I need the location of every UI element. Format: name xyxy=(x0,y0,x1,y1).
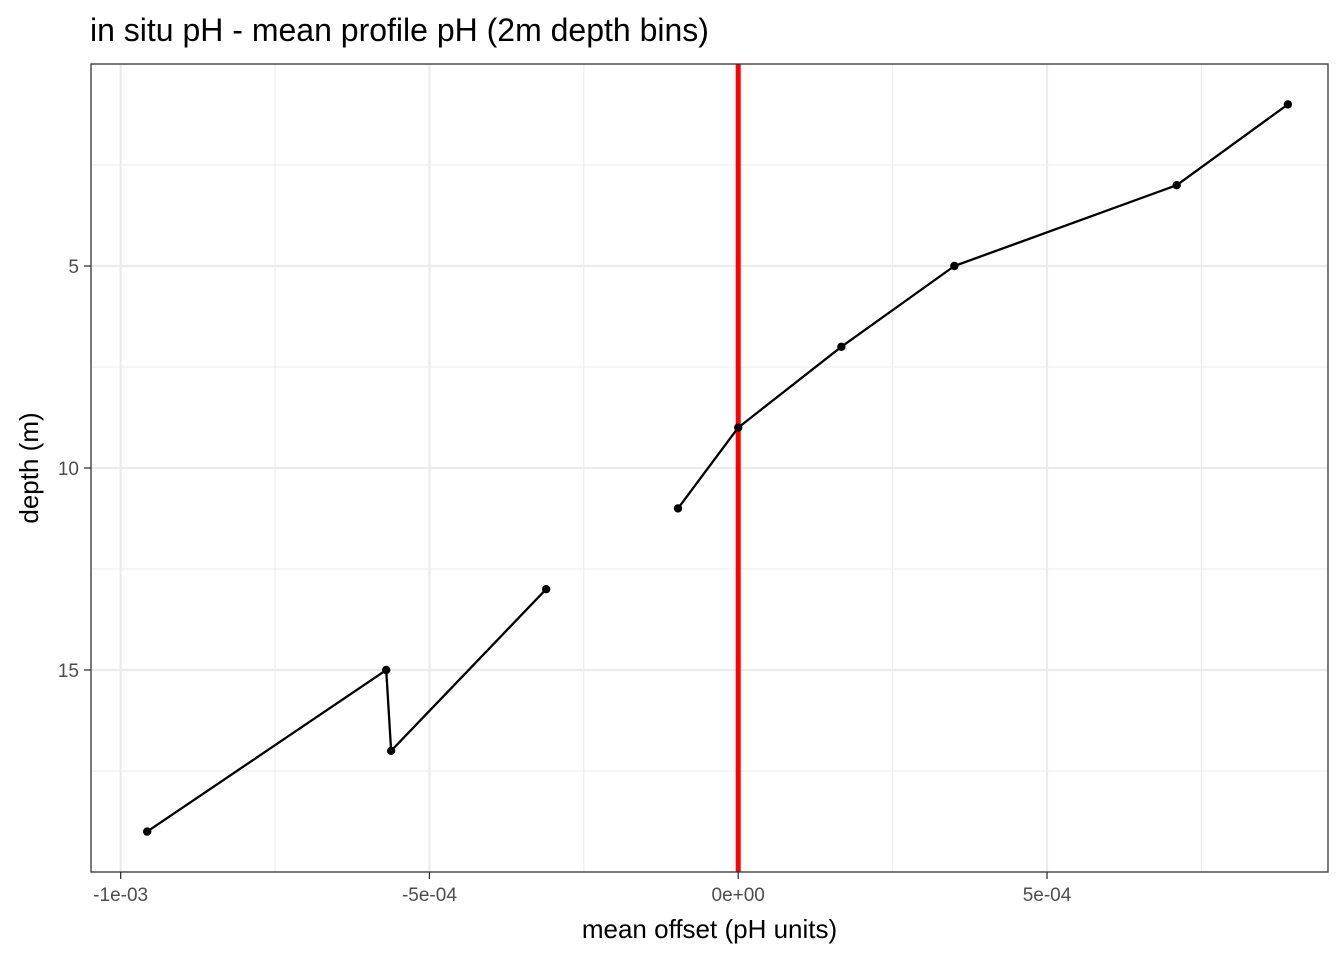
series-line-1 xyxy=(677,103,1289,510)
x-tick-label: -5e-04 xyxy=(402,885,457,906)
data-point xyxy=(673,504,683,513)
data-point xyxy=(950,261,959,271)
grid-minor xyxy=(91,64,1328,872)
data-point xyxy=(1172,181,1181,190)
data-point xyxy=(1283,100,1293,109)
data-point xyxy=(386,746,396,755)
chart-title: in situ pH - mean profile pH (2m depth b… xyxy=(90,12,709,48)
x-axis-title: mean offset (pH units) xyxy=(582,914,837,944)
data-point xyxy=(734,423,743,432)
y-axis: 5 10 15 xyxy=(58,257,91,682)
y-tick-label: 5 xyxy=(68,257,79,278)
y-tick-label: 10 xyxy=(58,459,79,480)
x-tick-label: 5e-04 xyxy=(1023,885,1072,906)
x-tick-label: -1e-03 xyxy=(93,885,148,906)
y-tick-label: 15 xyxy=(58,661,79,682)
data-point xyxy=(382,665,391,675)
x-tick-label: 0e+00 xyxy=(712,885,765,906)
data-point xyxy=(142,827,152,836)
data-point xyxy=(837,342,846,351)
data-series xyxy=(142,100,1293,836)
data-point xyxy=(541,585,551,594)
series-line-2 xyxy=(146,588,547,833)
x-axis: -1e-03 -5e-04 0e+00 5e-04 xyxy=(93,872,1072,906)
y-axis-title: depth (m) xyxy=(14,412,44,523)
